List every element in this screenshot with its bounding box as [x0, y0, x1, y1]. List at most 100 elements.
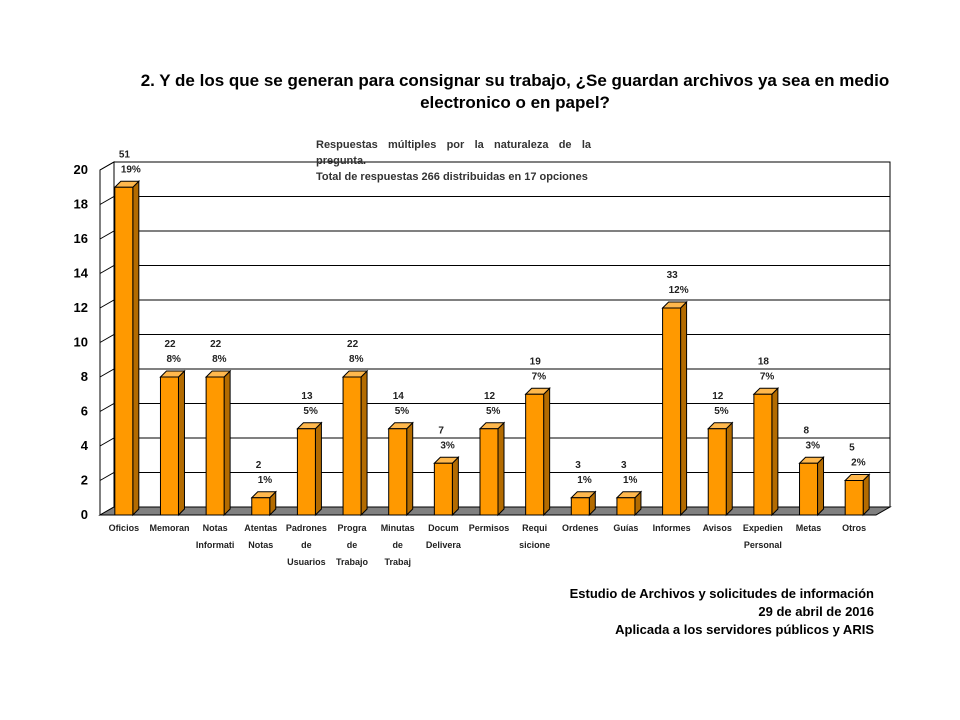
- data-label-percent: 1%: [577, 475, 592, 486]
- bar: [753, 393, 773, 516]
- category-label: Oficios: [109, 523, 140, 533]
- data-label-percent: 7%: [760, 371, 775, 382]
- category-label: Metas: [796, 523, 822, 533]
- data-label-percent: 19%: [121, 164, 141, 175]
- note-line: Respuestas múltiples por la naturaleza d…: [316, 139, 591, 167]
- category-label: Trabaj: [384, 557, 411, 567]
- data-label-count: 22: [164, 339, 176, 350]
- note-line: Total de respuestas 266 distribuidas en …: [316, 171, 588, 183]
- data-label-percent: 5%: [303, 406, 318, 417]
- bar-side: [451, 456, 459, 517]
- category-label: Expedien: [743, 523, 783, 533]
- category-label: Avisos: [703, 523, 732, 533]
- y-tick-label: 12: [74, 300, 88, 315]
- bar-side: [497, 421, 505, 517]
- y-tick-label: 6: [81, 404, 88, 419]
- category-label: Guías: [613, 523, 638, 533]
- data-label-count: 22: [210, 339, 222, 350]
- bar: [525, 393, 545, 516]
- data-label-percent: 1%: [623, 475, 638, 486]
- bar-side: [132, 180, 140, 517]
- y-tick-label: 20: [74, 162, 88, 177]
- footer-line-audience: Aplicada a los servidores públicos y ARI…: [615, 622, 874, 637]
- category-label: Progra: [338, 523, 368, 533]
- data-label-count: 12: [712, 391, 724, 402]
- bar: [479, 428, 499, 516]
- y-tick-label: 18: [74, 197, 88, 212]
- data-label-percent: 8%: [349, 354, 364, 365]
- bar: [251, 497, 271, 516]
- category-label: Memoran: [149, 523, 189, 533]
- data-label-count: 7: [438, 425, 444, 436]
- y-tick-label: 2: [81, 473, 88, 488]
- bar: [388, 428, 408, 516]
- bar-side: [360, 369, 368, 517]
- category-label: Delivera: [426, 540, 462, 550]
- y-gridline: [99, 472, 890, 481]
- y-tick-label: 10: [74, 335, 88, 350]
- y-gridline: [99, 403, 890, 412]
- chart-note: Respuestas múltiples por la naturaleza d…: [316, 137, 591, 185]
- category-label: Atentas: [244, 523, 277, 533]
- category-label: Informes: [653, 523, 691, 533]
- category-label: Notas: [248, 540, 273, 550]
- footer-line-date: 29 de abril de 2016: [758, 604, 874, 619]
- bar-side: [314, 421, 322, 517]
- bar: [114, 186, 134, 516]
- y-tick-label: 4: [81, 438, 89, 453]
- bar: [844, 480, 864, 516]
- data-label-percent: 7%: [532, 371, 547, 382]
- y-tick-label: 0: [81, 507, 88, 522]
- bar: [296, 428, 316, 516]
- category-label: de: [392, 540, 403, 550]
- bar: [205, 376, 225, 516]
- data-label-count: 33: [667, 270, 679, 281]
- bar: [433, 462, 453, 516]
- category-label: Notas: [203, 523, 228, 533]
- category-label: sicione: [519, 540, 550, 550]
- bar-side: [406, 421, 414, 517]
- data-label-percent: 3%: [440, 440, 455, 451]
- y-gridline: [99, 230, 890, 240]
- bar: [662, 307, 682, 516]
- y-gridline: [99, 334, 890, 343]
- category-label: Ordenes: [562, 523, 599, 533]
- data-label-count: 5: [849, 443, 855, 454]
- y-gridline: [99, 196, 890, 205]
- category-label: Otros: [842, 523, 866, 533]
- data-label-count: 51: [119, 149, 131, 160]
- y-gridline: [99, 368, 890, 378]
- bar-side: [817, 456, 825, 517]
- y-gridline: [99, 265, 890, 274]
- data-label-percent: 3%: [806, 440, 821, 451]
- y-gridline: [99, 299, 890, 309]
- y-tick-label: 14: [74, 266, 89, 281]
- category-label: Docum: [428, 523, 459, 533]
- bar-side: [543, 387, 551, 517]
- bar: [159, 376, 179, 516]
- bar: [707, 428, 727, 516]
- data-label-percent: 5%: [486, 406, 501, 417]
- data-label-percent: 5%: [714, 406, 729, 417]
- y-tick-label: 16: [74, 231, 88, 246]
- category-label: Requi: [522, 523, 547, 533]
- data-label-percent: 8%: [166, 354, 181, 365]
- data-label-count: 12: [484, 391, 496, 402]
- data-label-count: 22: [347, 339, 359, 350]
- bar-side: [725, 421, 733, 517]
- data-label-count: 18: [758, 356, 770, 367]
- data-label-percent: 2%: [851, 458, 866, 469]
- data-label-count: 2: [256, 460, 262, 471]
- bar: [570, 497, 590, 516]
- category-label: Permisos: [469, 523, 510, 533]
- category-label: Usuarios: [287, 557, 326, 567]
- data-label-count: 14: [393, 391, 405, 402]
- bar-side: [223, 369, 231, 517]
- bar: [342, 376, 362, 516]
- bar-side: [862, 473, 870, 517]
- category-label: Minutas: [381, 523, 415, 533]
- bar: [616, 497, 636, 516]
- data-label-count: 3: [575, 460, 581, 471]
- data-label-count: 3: [621, 460, 627, 471]
